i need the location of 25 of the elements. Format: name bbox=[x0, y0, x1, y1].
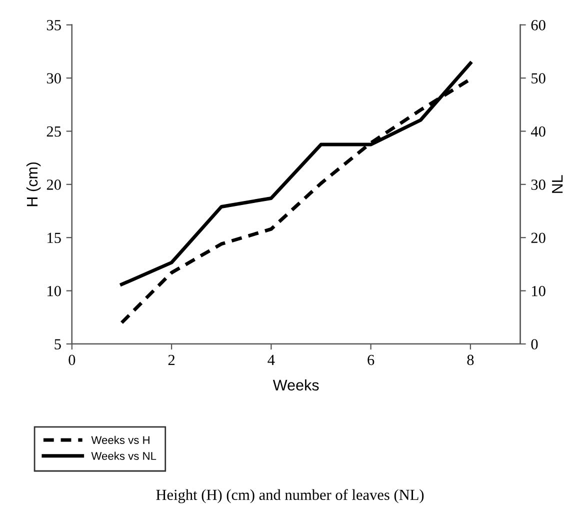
y-tick-label: 25 bbox=[46, 126, 61, 137]
y-tick-label: 20 bbox=[46, 180, 61, 190]
y2-tick-label: 30 bbox=[531, 180, 546, 190]
x-tick-label: 6 bbox=[368, 354, 374, 366]
x-tick-label: 0 bbox=[68, 354, 76, 366]
y-tick-label: 5 bbox=[54, 339, 61, 350]
x-tick-label: 8 bbox=[467, 354, 474, 366]
legend-label: Weeks vs H bbox=[91, 436, 150, 444]
y-tick-label: 35 bbox=[46, 20, 61, 30]
text: Height (H) (cm) and number of leaves (NL) bbox=[156, 489, 424, 504]
y-tick-label: 15 bbox=[48, 232, 61, 244]
legend-label: Weeks vs NL bbox=[91, 452, 156, 460]
y2-tick-label: 60 bbox=[531, 20, 546, 30]
y-tick-label: 10 bbox=[48, 286, 61, 296]
y2-tick-label: 50 bbox=[532, 73, 546, 84]
x-tick-label: 2 bbox=[168, 354, 175, 365]
y-tick-label: 30 bbox=[46, 73, 61, 84]
y-axis-title: H (cm) bbox=[26, 162, 41, 206]
y2-tick-label: 20 bbox=[531, 232, 546, 244]
y2-axis-title: NL bbox=[552, 175, 563, 193]
y2-tick-label: 40 bbox=[530, 126, 546, 137]
x-axis-title: Weeks bbox=[272, 379, 319, 391]
x-tick-label: 4 bbox=[268, 354, 275, 365]
y2-tick-label: 0 bbox=[531, 339, 538, 350]
y2-tick-label: 10 bbox=[532, 286, 546, 296]
